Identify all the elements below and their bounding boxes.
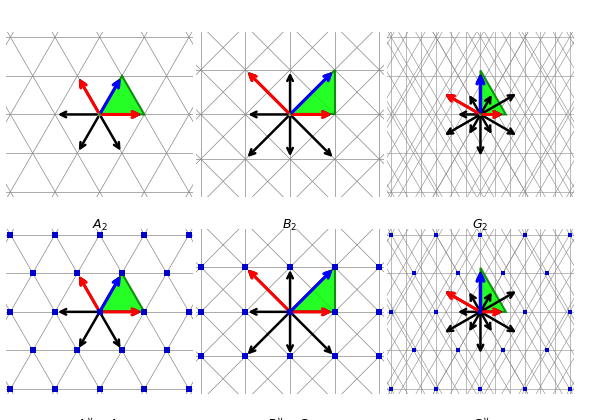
Text: $B_2$: $B_2$ — [283, 218, 298, 234]
Text: $G_2^{\vee}$: $G_2^{\vee}$ — [472, 416, 489, 420]
Polygon shape — [481, 268, 506, 312]
Polygon shape — [100, 76, 145, 114]
Polygon shape — [100, 273, 145, 312]
Text: $B_2^{\vee} = C_2$: $B_2^{\vee} = C_2$ — [267, 416, 314, 420]
Polygon shape — [481, 71, 506, 114]
Text: $G_2$: $G_2$ — [472, 218, 488, 234]
Polygon shape — [290, 267, 334, 312]
Text: $A_2^{\vee} = A_2$: $A_2^{\vee} = A_2$ — [76, 416, 123, 420]
Text: $A_2$: $A_2$ — [92, 218, 108, 234]
Polygon shape — [290, 70, 334, 114]
